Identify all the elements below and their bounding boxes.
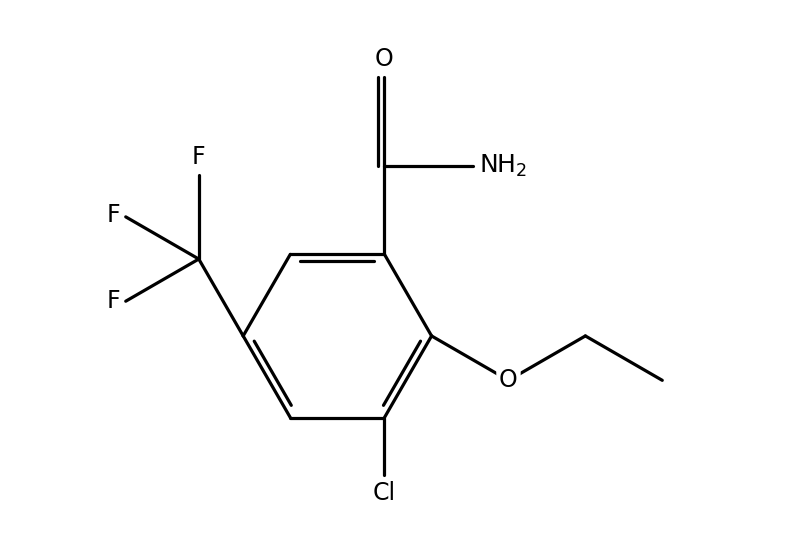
Text: O: O — [499, 368, 518, 392]
Text: F: F — [192, 145, 206, 169]
Text: NH$_2$: NH$_2$ — [478, 152, 527, 179]
Text: F: F — [106, 289, 121, 313]
Text: O: O — [375, 47, 394, 71]
Text: F: F — [106, 203, 121, 227]
Text: Cl: Cl — [373, 481, 396, 505]
